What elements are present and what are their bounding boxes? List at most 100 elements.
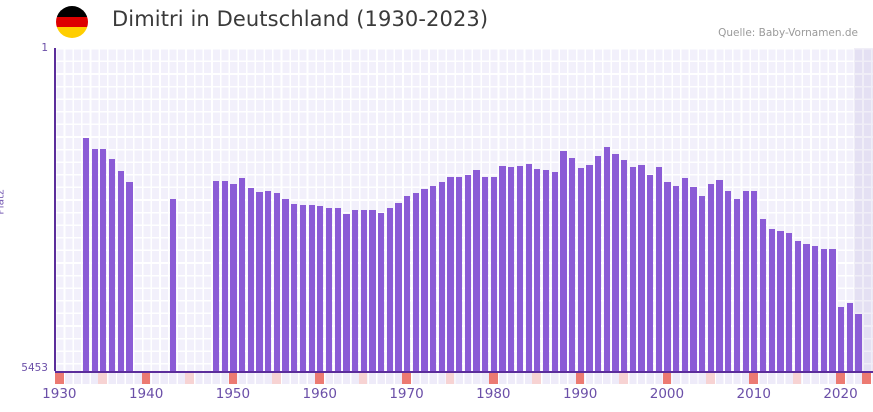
bar — [412, 192, 419, 371]
bar — [594, 156, 602, 371]
bar — [638, 165, 645, 371]
x-tick-marker — [402, 373, 411, 384]
bar — [482, 177, 489, 371]
bar — [369, 209, 376, 371]
y-axis-line — [54, 48, 56, 371]
bar — [265, 190, 272, 371]
x-tick-marker — [706, 373, 715, 384]
bar — [508, 166, 515, 371]
bar — [725, 191, 732, 371]
x-tick-marker — [185, 373, 194, 384]
bar — [490, 177, 498, 371]
y-axis-title: Platz — [0, 189, 7, 215]
bar — [100, 148, 107, 371]
x-tick-marker — [272, 373, 281, 384]
bar — [273, 192, 281, 371]
bar — [785, 233, 793, 371]
x-tick-marker — [489, 373, 498, 384]
bar — [438, 182, 445, 371]
x-axis-tick-label: 1990 — [562, 386, 598, 402]
bar — [690, 186, 697, 371]
x-tick-marker — [792, 373, 802, 384]
bar — [447, 177, 454, 371]
bar — [751, 191, 758, 371]
german-flag-icon — [56, 6, 88, 38]
bar — [551, 171, 558, 371]
bar — [542, 170, 550, 371]
x-tick-marker — [862, 373, 871, 384]
bar — [681, 177, 689, 371]
bar — [846, 302, 853, 371]
bar — [777, 231, 784, 371]
bar — [699, 195, 706, 371]
x-tick-marker — [228, 373, 238, 384]
x-tick-marker — [98, 373, 108, 384]
bar — [673, 186, 680, 371]
y-axis-tick-top: 1 — [41, 42, 48, 54]
bar — [716, 180, 723, 371]
bar — [91, 148, 98, 371]
bar — [334, 207, 341, 371]
bar — [612, 153, 619, 371]
bar — [395, 203, 402, 371]
bar — [707, 184, 715, 371]
bar — [829, 248, 836, 371]
bar — [169, 198, 176, 371]
bar — [803, 244, 810, 371]
bar — [403, 195, 411, 371]
bar — [655, 166, 662, 371]
bar — [742, 190, 749, 371]
bar — [377, 212, 385, 371]
x-axis-tick-label: 1930 — [42, 386, 77, 402]
x-tick-marker — [358, 373, 368, 384]
bar — [586, 165, 593, 371]
x-axis-tick-strip — [55, 373, 873, 384]
bar — [855, 314, 862, 371]
bar — [837, 307, 845, 371]
x-tick-marker — [445, 373, 455, 384]
bar — [351, 210, 359, 371]
x-axis-tick-label: 1960 — [302, 386, 337, 402]
bar — [568, 157, 576, 371]
bar — [534, 169, 541, 371]
bar — [456, 177, 463, 371]
bar — [82, 137, 90, 371]
bar — [516, 166, 524, 371]
bar — [664, 182, 671, 371]
bar — [230, 184, 237, 371]
x-axis-tick-label: 1950 — [215, 386, 251, 402]
x-tick-marker — [749, 373, 759, 384]
x-tick-marker — [315, 373, 325, 384]
bar — [629, 166, 636, 371]
bar — [221, 181, 228, 371]
bar — [820, 248, 827, 371]
bar — [733, 198, 741, 371]
bar — [603, 146, 610, 371]
bar — [525, 164, 532, 371]
bar — [794, 240, 801, 371]
bar — [430, 186, 437, 371]
chart-plot-area — [55, 48, 873, 371]
x-tick-marker — [619, 373, 628, 384]
bar — [247, 187, 255, 371]
x-axis-tick-label: 2010 — [736, 386, 771, 402]
bar — [647, 175, 654, 371]
bar — [325, 207, 333, 371]
bar — [108, 158, 116, 371]
x-tick-marker — [836, 373, 845, 384]
bar — [317, 205, 324, 371]
x-tick-marker — [55, 373, 64, 384]
bar — [299, 204, 307, 371]
chart-header: Dimitri in Deutschland (1930-2023) Quell… — [0, 0, 873, 46]
bar — [213, 181, 220, 371]
bar — [577, 167, 584, 371]
bar — [126, 182, 133, 371]
x-tick-marker — [141, 373, 151, 384]
bar — [473, 170, 480, 371]
bar — [421, 189, 428, 371]
x-axis-tick-label: 2000 — [649, 386, 685, 402]
x-axis-tick-label: 1970 — [389, 386, 424, 402]
source-attribution: Quelle: Baby-Vornamen.de — [718, 27, 858, 39]
x-axis-tick-label: 1980 — [476, 386, 511, 402]
